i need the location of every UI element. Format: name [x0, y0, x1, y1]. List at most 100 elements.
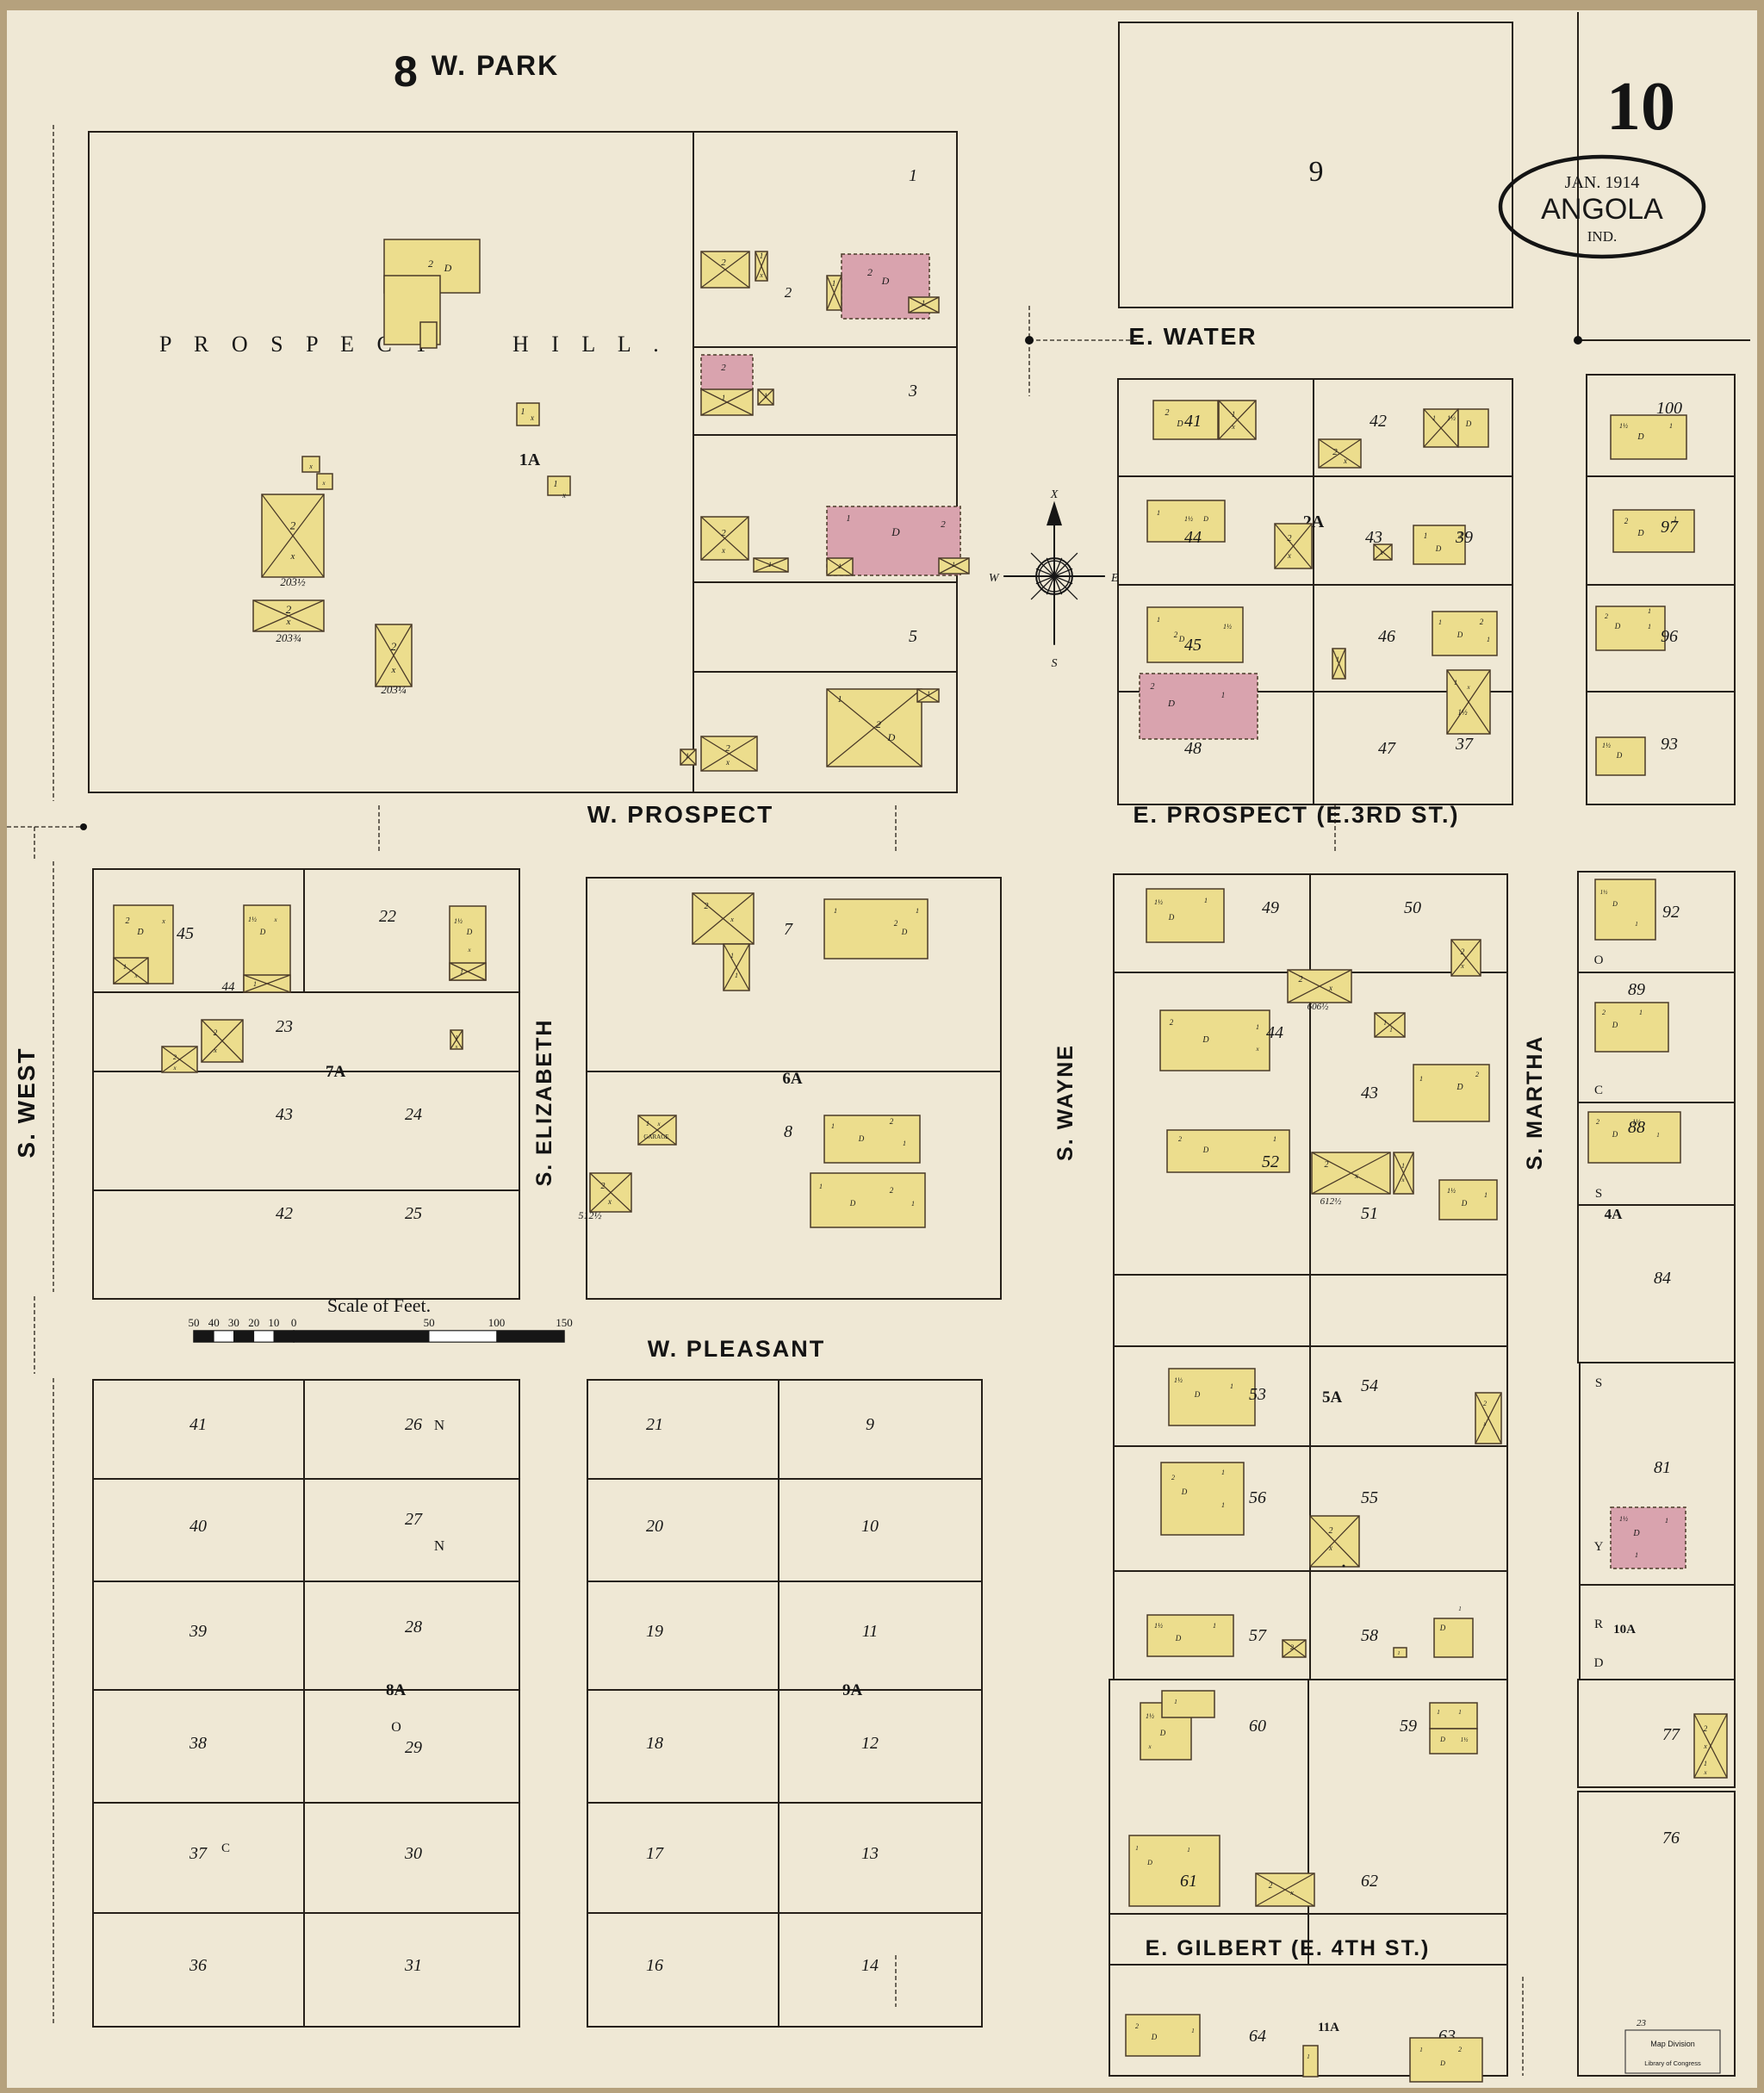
svg-text:9: 9: [866, 1415, 874, 1434]
svg-text:2: 2: [1332, 447, 1338, 457]
svg-text:23: 23: [1637, 2018, 1647, 2028]
svg-text:203¾: 203¾: [276, 631, 301, 644]
svg-text:45: 45: [1184, 636, 1202, 655]
svg-text:5A: 5A: [1322, 1388, 1343, 1407]
svg-text:1: 1: [1639, 1009, 1643, 1016]
svg-text:20: 20: [646, 1517, 663, 1536]
svg-text:1½: 1½: [1184, 515, 1193, 523]
svg-text:1: 1: [1424, 531, 1428, 540]
svg-text:1½: 1½: [1619, 422, 1628, 430]
svg-text:1: 1: [1307, 2053, 1310, 2060]
svg-text:D: D: [1151, 2033, 1158, 2041]
svg-text:2: 2: [286, 603, 292, 616]
svg-text:49: 49: [1262, 898, 1279, 917]
svg-text:1: 1: [1648, 623, 1651, 630]
svg-text:1: 1: [1401, 1162, 1405, 1170]
svg-text:29: 29: [405, 1738, 422, 1757]
svg-text:57: 57: [1249, 1626, 1267, 1645]
svg-text:x: x: [308, 463, 313, 470]
svg-text:203¼: 203¼: [381, 683, 407, 696]
svg-text:1½: 1½: [1447, 414, 1456, 422]
svg-text:1: 1: [730, 952, 734, 960]
svg-text:3: 3: [908, 382, 917, 401]
svg-text:2: 2: [601, 1182, 606, 1191]
svg-text:30: 30: [228, 1316, 239, 1329]
svg-text:43: 43: [1361, 1084, 1378, 1102]
svg-text:x: x: [455, 1045, 458, 1050]
svg-text:O: O: [1594, 953, 1604, 967]
svg-text:26: 26: [405, 1415, 422, 1434]
svg-text:D: D: [1594, 1656, 1604, 1670]
svg-text:D: D: [1439, 1624, 1446, 1632]
svg-text:2: 2: [1151, 682, 1155, 692]
svg-text:1: 1: [1398, 1651, 1401, 1656]
svg-text:x: x: [1231, 423, 1235, 431]
svg-text:x: x: [730, 916, 734, 923]
svg-text:D: D: [1637, 529, 1644, 538]
svg-text:1: 1: [1665, 1517, 1668, 1525]
svg-text:50: 50: [1404, 898, 1421, 917]
svg-text:92: 92: [1662, 903, 1680, 922]
svg-text:1: 1: [838, 562, 842, 570]
svg-text:x: x: [607, 1197, 612, 1206]
svg-text:2: 2: [391, 640, 397, 653]
svg-text:x: x: [725, 758, 730, 767]
svg-text:D: D: [1168, 913, 1175, 922]
svg-text:1½: 1½: [248, 916, 257, 923]
svg-text:25: 25: [405, 1204, 422, 1223]
svg-text:GARAGE: GARAGE: [643, 1133, 668, 1140]
svg-text:2: 2: [1602, 1009, 1606, 1016]
svg-text:2: 2: [721, 528, 726, 538]
svg-text:1: 1: [909, 166, 917, 185]
svg-text:2: 2: [725, 743, 730, 754]
svg-text:D: D: [136, 928, 144, 937]
svg-text:1: 1: [1389, 1027, 1393, 1034]
svg-text:C: C: [1594, 1084, 1603, 1097]
svg-text:D: D: [1612, 900, 1618, 908]
svg-text:1: 1: [1221, 1469, 1225, 1476]
svg-text:x: x: [1354, 1171, 1358, 1180]
svg-text:2: 2: [1624, 517, 1629, 525]
svg-text:D: D: [1202, 1035, 1209, 1045]
svg-text:2: 2: [1170, 1018, 1174, 1027]
svg-text:1: 1: [1669, 422, 1673, 430]
svg-text:17: 17: [646, 1844, 664, 1863]
svg-text:1: 1: [1135, 1845, 1139, 1852]
svg-text:2: 2: [1269, 1881, 1273, 1890]
svg-text:D: D: [1146, 1859, 1152, 1866]
svg-text:606½: 606½: [1307, 1002, 1329, 1012]
svg-text:14: 14: [861, 1956, 879, 1975]
svg-text:x: x: [1460, 962, 1464, 970]
svg-text:1: 1: [1336, 655, 1339, 663]
svg-text:30: 30: [404, 1844, 422, 1863]
svg-text:10A: 10A: [1613, 1623, 1636, 1637]
svg-text:1: 1: [1187, 1847, 1190, 1854]
svg-text:D: D: [849, 1199, 856, 1208]
svg-text:2: 2: [214, 1028, 218, 1037]
svg-text:S: S: [1052, 657, 1058, 670]
svg-text:X: X: [1050, 488, 1059, 501]
svg-text:D: D: [1175, 1634, 1182, 1643]
svg-text:97: 97: [1661, 518, 1679, 537]
svg-text:2: 2: [1483, 1400, 1487, 1407]
svg-text:2: 2: [1329, 1526, 1333, 1536]
svg-text:1: 1: [1454, 679, 1457, 686]
svg-text:2: 2: [1290, 1643, 1294, 1651]
svg-text:2: 2: [894, 919, 898, 928]
svg-text:W. PARK: W. PARK: [432, 50, 560, 81]
svg-text:42: 42: [276, 1204, 293, 1223]
svg-text:D: D: [1202, 515, 1208, 523]
svg-text:1: 1: [686, 752, 689, 760]
svg-text:19: 19: [646, 1622, 663, 1641]
svg-text:2: 2: [1135, 2022, 1139, 2030]
svg-text:D: D: [858, 1134, 865, 1143]
svg-text:2: 2: [867, 266, 873, 278]
svg-text:x: x: [1343, 456, 1347, 465]
svg-text:1: 1: [1204, 897, 1208, 904]
svg-text:Library of Congress: Library of Congress: [1644, 2059, 1701, 2067]
svg-text:2: 2: [785, 284, 792, 301]
svg-text:x: x: [391, 665, 396, 675]
svg-text:1: 1: [455, 1034, 458, 1041]
svg-text:8: 8: [784, 1122, 792, 1141]
svg-text:203½: 203½: [280, 575, 306, 588]
